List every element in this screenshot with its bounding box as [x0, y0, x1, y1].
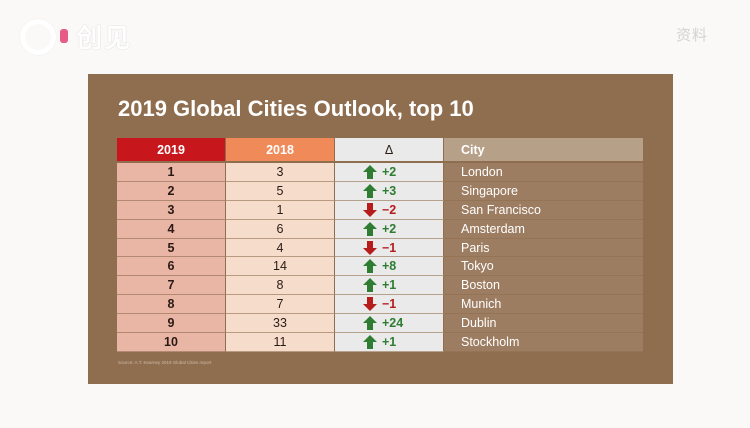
- rank-2019: 2: [117, 181, 226, 201]
- rankings-table: 2019 2018 Δ City 1 3 +2 London 2 5 +3 Singapore…: [117, 138, 643, 352]
- city-name: Paris: [444, 238, 643, 258]
- rank-2019: 4: [117, 219, 226, 239]
- rank-change-value: −1: [382, 240, 397, 255]
- rank-2019: 7: [117, 276, 226, 296]
- arrow-up-icon: [363, 183, 377, 198]
- city-name: Boston: [444, 276, 643, 296]
- rank-change: +2: [335, 219, 444, 239]
- logo-text: 创见: [76, 23, 133, 53]
- rank-2018: 5: [226, 181, 335, 201]
- rank-change-wrap: −1: [363, 297, 415, 312]
- rank-change: −1: [335, 295, 444, 315]
- rank-2019: 9: [117, 314, 226, 334]
- rank-2018: 6: [226, 219, 335, 239]
- table-header-row: 2019 2018 Δ City: [117, 138, 643, 161]
- rank-2018: 3: [226, 163, 335, 182]
- table-row: 7 8 +1 Boston: [117, 276, 643, 296]
- arrow-up-icon: [363, 221, 377, 236]
- rank-2018: 33: [226, 314, 335, 334]
- rank-change-value: +2: [382, 221, 397, 236]
- table-row: 10 11 +1 Stockholm: [117, 333, 643, 352]
- city-name: San Francisco: [444, 200, 643, 220]
- rank-change: +1: [335, 333, 444, 352]
- rank-change: −2: [335, 200, 444, 220]
- rank-change-wrap: +8: [363, 259, 415, 274]
- arrow-down-icon: [363, 240, 377, 255]
- rank-2019: 8: [117, 295, 226, 315]
- slide-title: 2019 Global Cities Outlook, top 10: [118, 96, 474, 121]
- rank-change: −1: [335, 238, 444, 258]
- rank-2019: 1: [117, 163, 226, 182]
- arrow-up-icon: [363, 164, 377, 179]
- rank-change-wrap: +2: [363, 164, 415, 179]
- table-row: 5 4 −1 Paris: [117, 238, 643, 258]
- rank-2019: 6: [117, 257, 226, 277]
- rank-change-wrap: +3: [363, 183, 415, 198]
- header-2019: 2019: [117, 138, 226, 161]
- arrow-down-icon: [363, 297, 377, 312]
- rank-change: +2: [335, 163, 444, 182]
- logo-accent-icon: [60, 29, 68, 43]
- rank-change-value: +2: [382, 164, 397, 179]
- rank-change-value: −2: [382, 202, 397, 217]
- rank-2018: 4: [226, 238, 335, 258]
- rank-change-wrap: +24: [363, 316, 415, 331]
- city-name: Stockholm: [444, 333, 643, 352]
- source-note: Source: A.T. Kearney 2019 Global Cities …: [118, 360, 212, 365]
- corner-label: 资料: [675, 26, 708, 44]
- city-name: Munich: [444, 295, 643, 315]
- rank-2018: 11: [226, 333, 335, 352]
- city-name: Amsterdam: [444, 219, 643, 239]
- logo-ring-icon: [20, 18, 56, 55]
- rank-change: +3: [335, 181, 444, 201]
- rank-change: +8: [335, 257, 444, 277]
- rank-change-wrap: −2: [363, 202, 415, 217]
- arrow-up-icon: [363, 316, 377, 331]
- table-row: 6 14 +8 Tokyo: [117, 257, 643, 277]
- arrow-up-icon: [363, 278, 377, 293]
- header-delta: Δ: [335, 138, 444, 161]
- city-name: London: [444, 163, 643, 182]
- slide: 2019 Global Cities Outlook, top 10 2019 …: [88, 74, 673, 384]
- rank-2019: 3: [117, 200, 226, 220]
- table-row: 9 33 +24 Dublin: [117, 314, 643, 334]
- header-city: City: [444, 138, 643, 161]
- rank-change-wrap: +1: [363, 278, 415, 293]
- table-row: 3 1 −2 San Francisco: [117, 200, 643, 220]
- table-row: 2 5 +3 Singapore: [117, 181, 643, 201]
- arrow-up-icon: [363, 259, 377, 274]
- rank-change-value: +1: [382, 278, 397, 293]
- table-row: 1 3 +2 London: [117, 163, 643, 182]
- rank-2018: 1: [226, 200, 335, 220]
- city-name: Tokyo: [444, 257, 643, 277]
- rank-change: +24: [335, 314, 444, 334]
- rank-2018: 7: [226, 295, 335, 315]
- rank-change-value: −1: [382, 297, 397, 312]
- rank-change-value: +8: [382, 259, 397, 274]
- city-name: Dublin: [444, 314, 643, 334]
- table-body: 1 3 +2 London 2 5 +3 Singapore 3 1 −2 San Francisco…: [117, 163, 643, 352]
- rank-change-value: +1: [382, 334, 397, 349]
- rank-2018: 14: [226, 257, 335, 277]
- city-name: Singapore: [444, 181, 643, 201]
- table-row: 8 7 −1 Munich: [117, 295, 643, 315]
- rank-change: +1: [335, 276, 444, 296]
- rank-2018: 8: [226, 276, 335, 296]
- rank-change-value: +3: [382, 183, 397, 198]
- rank-change-value: +24: [382, 316, 404, 331]
- header-2018: 2018: [226, 138, 335, 161]
- rank-change-wrap: −1: [363, 240, 415, 255]
- rank-change-wrap: +2: [363, 221, 415, 236]
- rank-2019: 5: [117, 238, 226, 258]
- rank-2019: 10: [117, 333, 226, 352]
- arrow-down-icon: [363, 202, 377, 217]
- rank-change-wrap: +1: [363, 334, 415, 349]
- arrow-up-icon: [363, 334, 377, 349]
- brand-logo: 创见: [20, 18, 132, 55]
- table-row: 4 6 +2 Amsterdam: [117, 219, 643, 239]
